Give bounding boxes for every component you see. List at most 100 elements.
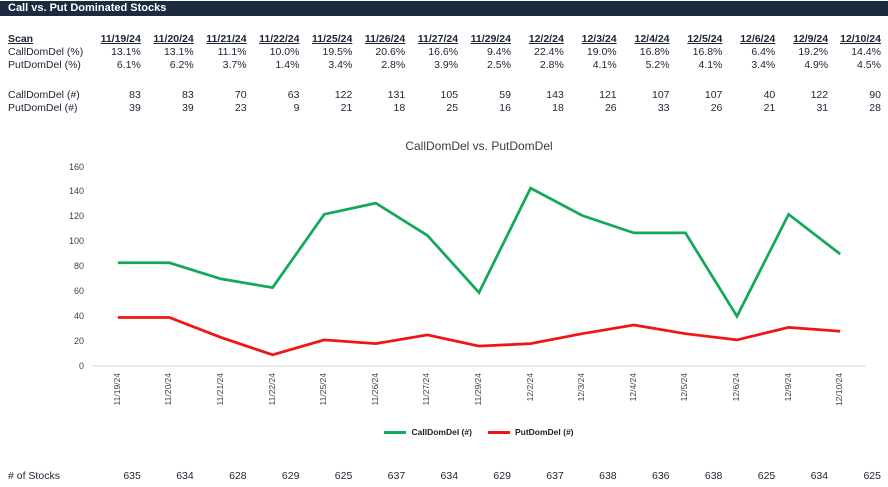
x-axis-tick-label: 11/26/24 xyxy=(369,373,380,406)
table-cell: 39 xyxy=(129,102,141,114)
table-cell: 131 xyxy=(387,89,406,101)
table-cell: 26 xyxy=(710,102,723,114)
chart-legend: CallDomDel (#) PutDomDel (#) xyxy=(92,427,866,437)
table-cell: 14.4% xyxy=(851,46,881,58)
stocks-count-values: 635 634 628 629 625 637 634 629 637 638 636 638 625 6… xyxy=(88,470,881,483)
table-cell: 105 xyxy=(440,89,459,101)
x-axis-tick-label: 12/4/24 xyxy=(627,373,638,402)
sheet-title-bar: Call vs. Put Dominated Stocks xyxy=(0,1,888,16)
table-cell: 2.8% xyxy=(539,59,564,71)
table-cell: 3.9% xyxy=(434,59,459,71)
row-values: 13.1% 13.1% 11.1% 10.0% 19.5% 20.6% 16.6% 9.4% 2… xyxy=(88,46,881,59)
scan-column-header: Scan xyxy=(8,33,34,45)
table-cell: 31 xyxy=(816,102,829,114)
table-cell: 11/20/24 xyxy=(153,33,194,45)
table-cell: 70 xyxy=(234,89,247,101)
table-cell: 25 xyxy=(446,102,459,114)
sheet-title: Call vs. Put Dominated Stocks xyxy=(8,2,167,14)
table-cell: 6.2% xyxy=(169,59,194,71)
row-label: CallDomDel (#) xyxy=(8,89,80,101)
table-cell: 16.6% xyxy=(428,46,459,58)
x-axis-tick-label: 11/27/24 xyxy=(421,373,432,406)
table-row-putdomdel-count: PutDomDel (#) 39 39 23 9 21 18 25 16 18 26 33 26 21 3… xyxy=(8,102,881,115)
table-cell: 18 xyxy=(552,102,564,114)
row-label: PutDomDel (#) xyxy=(8,102,78,114)
table-cell: 16.8% xyxy=(639,46,670,58)
table-cell: 636 xyxy=(652,470,670,482)
table-cell: 13.1% xyxy=(111,46,141,58)
x-axis-tick-label: 12/2/24 xyxy=(524,373,535,402)
table-cell: 638 xyxy=(704,470,723,482)
x-axis-tick-label: 11/20/24 xyxy=(163,373,174,406)
table-cell: 638 xyxy=(599,470,617,482)
y-axis-tick-label: 100 xyxy=(68,236,84,247)
table-cell: 19.5% xyxy=(322,46,353,58)
table-cell: 625 xyxy=(757,470,776,482)
x-axis-tick-label: 12/3/24 xyxy=(576,373,587,402)
table-cell: 18 xyxy=(393,102,406,114)
table-cell: 634 xyxy=(810,470,829,482)
table-cell: 59 xyxy=(499,89,511,101)
table-cell: 90 xyxy=(869,89,881,101)
x-axis-tick-label: 11/25/24 xyxy=(318,373,329,406)
table-cell: 20.6% xyxy=(375,46,406,58)
table-cell: 6.1% xyxy=(116,59,141,71)
table-cell: 11.1% xyxy=(217,46,247,58)
table-cell: 11/26/24 xyxy=(364,33,406,45)
table-cell: 83 xyxy=(182,89,194,101)
table-cell: 22.4% xyxy=(534,46,564,58)
table-cell: 5.2% xyxy=(645,59,670,71)
y-axis-tick-label: 20 xyxy=(73,335,84,346)
table-cell: 16 xyxy=(499,102,511,114)
table-cell: 628 xyxy=(229,470,247,482)
table-cell: 634 xyxy=(440,470,459,482)
table-cell: 11/27/24 xyxy=(417,33,459,45)
table-cell: 12/3/24 xyxy=(581,33,617,45)
table-cell: 625 xyxy=(863,470,881,482)
y-axis-tick-label: 140 xyxy=(68,186,84,197)
table-cell: 28 xyxy=(869,102,881,114)
table-cell: 21 xyxy=(763,102,776,114)
table-cell: 10.0% xyxy=(269,46,300,58)
table-cell: 3.4% xyxy=(328,59,353,71)
table-cell: 83 xyxy=(129,89,141,101)
y-axis-tick-label: 0 xyxy=(78,360,84,371)
table-cell: 2.8% xyxy=(381,59,406,71)
row-values: 6.1% 6.2% 3.7% 1.4% 3.4% 2.8% 3.9% 2.5% 2.8% 4.1%… xyxy=(88,59,881,72)
table-cell: 629 xyxy=(281,470,300,482)
legend-line-swatch xyxy=(384,430,407,434)
table-header-row: Scan 11/19/24 11/20/24 11/21/24 11/22/24 11/… xyxy=(8,33,881,46)
table-cell: 122 xyxy=(334,89,353,101)
table-cell: 33 xyxy=(657,102,670,114)
table-cell: 13.1% xyxy=(163,46,194,58)
table-cell: 4.1% xyxy=(592,59,617,71)
table-cell: 63 xyxy=(287,89,300,101)
table-cell: 122 xyxy=(810,89,829,101)
x-axis-tick-label: 12/9/24 xyxy=(782,373,793,402)
table-cell: 4.9% xyxy=(804,59,829,71)
table-cell: 637 xyxy=(387,470,406,482)
legend-item-putdomdel: PutDomDel (#) xyxy=(487,427,574,437)
row-values: 39 39 23 9 21 18 25 16 18 26 33 26 21 31 28 xyxy=(88,102,881,115)
table-cell: 12/6/24 xyxy=(740,33,776,45)
row-label: PutDomDel (%) xyxy=(8,59,81,71)
row-label: CallDomDel (%) xyxy=(8,46,84,58)
x-axis-tick-label: 12/5/24 xyxy=(679,373,690,402)
table-cell: 11/22/24 xyxy=(259,33,300,45)
table-cell: 635 xyxy=(123,470,141,482)
table-cell: 21 xyxy=(340,102,353,114)
table-cell: 12/5/24 xyxy=(687,33,723,45)
series-line-calldomdel xyxy=(117,186,842,320)
table-cell: 23 xyxy=(234,102,247,114)
y-axis-tick-label: 60 xyxy=(73,285,84,296)
table-row-calldomdel-pct: CallDomDel (%) 13.1% 13.1% 11.1% 10.0% 19.5%… xyxy=(8,46,881,59)
row-values: 83 83 70 63 122 131 105 59 143 121 107 107 40 122 90 xyxy=(88,89,881,102)
table-cell: 637 xyxy=(546,470,564,482)
x-axis-tick-label: 12/10/24 xyxy=(834,373,845,407)
x-axis-tick-label: 11/21/24 xyxy=(215,373,225,406)
legend-label: PutDomDel (#) xyxy=(514,427,574,437)
table-cell: 12/10/24 xyxy=(840,33,881,45)
stocks-count-row: # of Stocks 635 634 628 629 625 637 634 629 637 6… xyxy=(8,470,881,483)
date-column-headers: 11/19/24 11/20/24 11/21/24 11/22/24 11/25/24… xyxy=(88,33,881,46)
table-cell: 629 xyxy=(493,470,511,482)
